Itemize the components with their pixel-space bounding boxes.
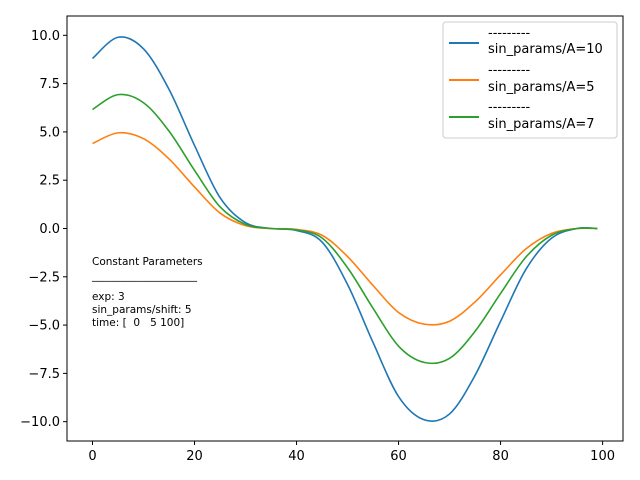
x-tick-label: 100 (590, 449, 615, 464)
y-tick-label: 0.0 (39, 222, 60, 237)
x-tick-label: 40 (288, 449, 305, 464)
y-tick-label: −5.0 (28, 319, 60, 334)
series-lines (91, 36, 598, 422)
x-tick-label: 80 (492, 449, 509, 464)
annotation-line-1: Constant Parameters (92, 256, 203, 268)
annotation-line-5: sin_params/shift: 5 (92, 304, 192, 316)
legend-box (442, 21, 618, 139)
legend-label-a7: sin_params/A=7 (488, 117, 595, 132)
y-tick-label: −10.0 (20, 415, 60, 430)
y-tick-label: 2.5 (39, 174, 60, 189)
y-tick-label: 10.0 (31, 29, 60, 44)
y-tick-label: 5.0 (39, 125, 60, 140)
series-line-a10 (91, 36, 598, 422)
x-axis: 0 20 40 60 80 100 (88, 441, 615, 464)
y-tick-label: −2.5 (28, 270, 60, 285)
x-tick-label: 60 (390, 449, 407, 464)
legend-dashes-a10: --------- (488, 26, 531, 41)
annotation-line-2: ____________________ (91, 270, 198, 282)
y-tick-label: −7.5 (28, 367, 60, 382)
x-tick-label: 20 (186, 449, 203, 464)
y-tick-label: 7.5 (39, 77, 60, 92)
annotation-line-6: time: [ 0 5 100] (92, 317, 184, 329)
legend-label-a5: sin_params/A=5 (488, 80, 595, 95)
constant-parameters-annotation: Constant Parameters ____________________… (91, 256, 203, 329)
legend: --------- sin_params/A=10 --------- sin_… (442, 21, 618, 139)
series-line-a7 (92, 93, 598, 365)
x-tick-label: 0 (88, 449, 96, 464)
annotation-line-4: exp: 3 (92, 291, 125, 303)
legend-dashes-a5: --------- (488, 63, 531, 78)
legend-label-a10: sin_params/A=10 (488, 42, 603, 57)
series-line-a5 (92, 131, 598, 326)
legend-dashes-a7: --------- (488, 100, 531, 115)
y-axis: 10.0 7.5 5.0 2.5 0.0 −2.5 −5.0 −7.5 −10.0 (20, 29, 67, 430)
